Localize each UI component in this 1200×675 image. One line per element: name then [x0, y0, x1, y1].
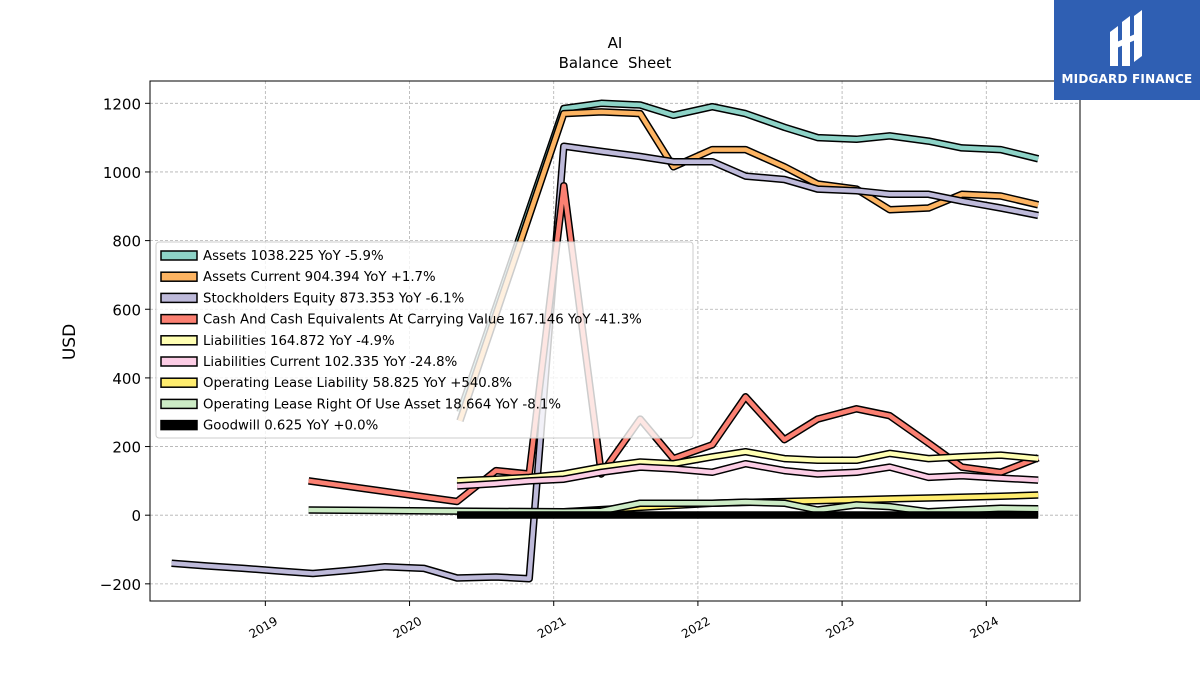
- legend-swatch: [160, 419, 198, 431]
- legend-swatch: [160, 356, 198, 367]
- legend-swatch: [160, 335, 198, 346]
- series-line: [456, 447, 1039, 485]
- legend-swatch: [160, 250, 198, 261]
- legend-label: Stockholders Equity 873.353 YoY -6.1%: [203, 291, 464, 306]
- series-line: [308, 498, 1039, 516]
- series-stroke: [456, 461, 1039, 489]
- series-line: [456, 459, 1039, 490]
- series-layer: [171, 99, 1040, 583]
- legend-label: Assets 1038.225 YoY -5.9%: [203, 249, 384, 264]
- legend-label: Cash And Cash Equivalents At Carrying Va…: [203, 313, 642, 328]
- x-tick-label: 2024: [968, 614, 1001, 641]
- brand-logo: MIDGARD FINANCE: [1054, 0, 1200, 100]
- x-tick-label: 2020: [391, 614, 424, 641]
- chart-subtitle: Balance Sheet: [559, 54, 672, 72]
- y-tick-label: 600: [112, 301, 141, 319]
- legend-swatch: [160, 271, 198, 282]
- chart-title: AI: [608, 34, 623, 52]
- legend-swatch: [160, 313, 198, 325]
- x-tick-label: 2023: [823, 614, 856, 641]
- legend-label: Operating Lease Right Of Use Asset 18.66…: [203, 397, 561, 412]
- legend-label: Liabilities 164.872 YoY -4.9%: [203, 334, 395, 349]
- legend-label: Liabilities Current 102.335 YoY -24.8%: [203, 355, 457, 370]
- x-tick-label: 2019: [247, 614, 280, 641]
- series-line: [308, 181, 1040, 506]
- series-line: [171, 142, 1039, 583]
- legend-label: Goodwill 0.625 YoY +0.0%: [203, 419, 378, 434]
- legend-swatch: [160, 377, 198, 388]
- y-tick-label: 800: [112, 233, 141, 251]
- y-tick-label: 1000: [103, 164, 141, 182]
- y-axis-label: USD: [60, 324, 80, 360]
- legend-swatch: [160, 292, 198, 304]
- y-tick-label: −200: [100, 576, 141, 594]
- brand-name: MIDGARD FINANCE: [1061, 72, 1193, 86]
- brand-mark-icon: [1110, 10, 1142, 66]
- legend-label: Assets Current 904.394 YoY +1.7%: [203, 270, 436, 285]
- series-stroke: [308, 183, 1040, 504]
- x-tick-label: 2022: [679, 614, 712, 641]
- y-tick-label: 0: [131, 507, 141, 525]
- x-tick-label: 2021: [535, 614, 568, 641]
- plot-frame: [149, 80, 1081, 602]
- y-tick-label: 200: [112, 439, 141, 457]
- y-tick-label: 1200: [103, 95, 141, 113]
- legend-box: [155, 241, 694, 439]
- legend-swatch: [160, 398, 198, 410]
- series-stroke: [457, 449, 1039, 484]
- series-stroke: [457, 101, 1039, 413]
- y-tick-label: 400: [112, 370, 141, 388]
- series-stroke: [171, 143, 1039, 581]
- legend-label: Operating Lease Liability 58.825 YoY +54…: [203, 376, 512, 391]
- series-line: [456, 99, 1040, 414]
- legend: Assets 1038.225 YoY -5.9% Assets Current …: [155, 241, 694, 439]
